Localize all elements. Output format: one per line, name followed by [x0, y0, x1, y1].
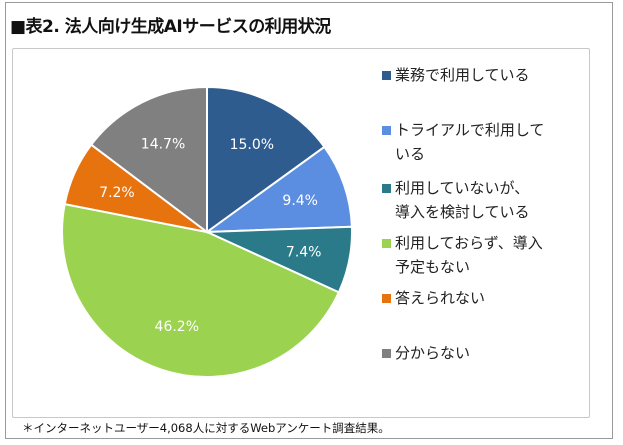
data-label: 7.4% — [286, 244, 322, 260]
legend-swatch — [382, 349, 391, 358]
legend-label: 分からない — [395, 344, 471, 362]
legend-item: 業務で利用している — [382, 63, 582, 87]
legend-swatch — [382, 71, 391, 80]
legend-label: 業務で利用している — [395, 66, 530, 84]
pie-slice — [61, 202, 341, 378]
legend-swatch — [382, 126, 391, 135]
legend-item: 答えられない — [382, 286, 582, 310]
pie-slice — [206, 85, 326, 234]
data-label: 15.0% — [230, 137, 274, 153]
footnote: ＊インターネットユーザー4,068人に対するWebアンケート調査結果。 — [22, 421, 390, 435]
pie-slice — [203, 145, 353, 234]
legend-label: 導入を検討している — [395, 203, 530, 221]
legend-item: 分からない — [382, 341, 582, 365]
data-label: 9.4% — [282, 193, 318, 209]
legend-label: 利用しておらず、導入 — [395, 234, 543, 252]
legend-swatch — [382, 239, 391, 248]
data-label: 46.2% — [155, 319, 199, 335]
legend-item: トライアルで利用して いる — [382, 118, 582, 166]
data-label: 7.2% — [99, 185, 135, 201]
legend-item: 利用しておらず、導入 予定もない — [382, 231, 582, 279]
legend-swatch — [382, 294, 391, 303]
legend-label: 予定もない — [395, 258, 471, 276]
chart-area — [12, 48, 590, 418]
data-label: 14.7% — [141, 137, 185, 153]
figure-frame — [5, 2, 613, 439]
legend-swatch — [382, 184, 391, 193]
legend-label: 答えられない — [395, 289, 486, 307]
legend-label: いる — [395, 145, 426, 163]
legend-label: トライアルで利用して — [395, 121, 545, 139]
pie-slice — [89, 85, 208, 235]
chart-title: ■表2. 法人向け生成AIサービスの利用状況 — [10, 17, 331, 37]
legend-label: 利用していないが、 — [395, 179, 530, 197]
legend-item: 利用していないが、 導入を検討している — [382, 176, 582, 224]
